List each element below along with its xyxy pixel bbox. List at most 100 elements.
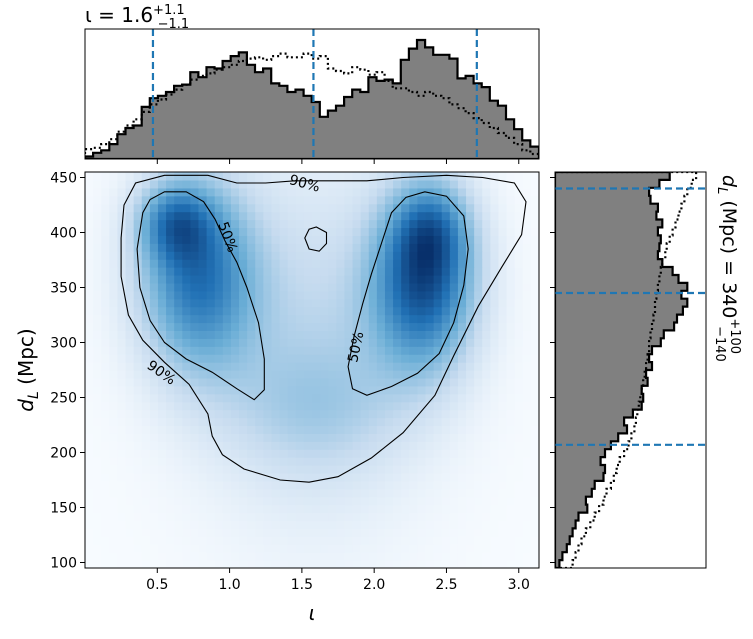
heat-cell — [230, 496, 240, 506]
heat-cell — [279, 472, 289, 482]
heat-cell — [206, 536, 216, 545]
heat-cell — [117, 259, 127, 268]
heat-cell — [93, 243, 102, 252]
heat-cell — [198, 306, 208, 316]
heat-cell — [344, 259, 354, 268]
heat-cell — [85, 314, 94, 324]
heat-cell — [506, 251, 516, 260]
heat-cell — [247, 187, 256, 197]
heat-cell — [490, 425, 500, 434]
heat-cell — [328, 290, 337, 300]
heat-cell — [125, 370, 135, 379]
heat-cell — [85, 330, 94, 339]
heat-cell — [336, 441, 346, 450]
heat-cell — [303, 314, 313, 324]
heat-cell — [457, 401, 467, 411]
heat-cell — [174, 472, 183, 482]
heat-cell — [384, 512, 394, 522]
heat-cell — [206, 322, 216, 331]
heat-cell — [376, 544, 386, 553]
heat-cell — [506, 267, 516, 276]
heat-cell — [93, 195, 102, 205]
heat-cell — [320, 203, 329, 213]
heat-cell — [344, 488, 354, 498]
heat-cell — [360, 449, 370, 458]
heat-cell — [328, 457, 337, 466]
heat-cell — [174, 203, 183, 213]
heat-cell — [93, 298, 102, 308]
heat-cell — [230, 385, 240, 395]
heat-cell — [433, 306, 443, 316]
heat-cell — [498, 195, 508, 205]
heat-cell — [522, 370, 532, 379]
heat-cell — [490, 433, 500, 442]
heat-cell — [320, 377, 329, 387]
heat-cell — [239, 401, 248, 411]
heat-cell — [344, 227, 354, 236]
heat-cell — [247, 211, 256, 221]
heat-cell — [295, 409, 305, 419]
heat-cell — [141, 504, 151, 514]
heat-cell — [409, 472, 418, 482]
heat-cell — [109, 322, 119, 331]
heat-cell — [352, 282, 362, 292]
heat-cell — [133, 512, 143, 522]
heat-cell — [109, 370, 119, 379]
heat-cell — [344, 322, 354, 331]
heat-cell — [149, 409, 159, 419]
heat-cell — [182, 290, 191, 300]
heat-cell — [271, 187, 281, 197]
heat-cell — [360, 520, 370, 529]
y-tick-label: 300 — [50, 336, 77, 352]
heat-cell — [449, 560, 459, 568]
heat-cell — [101, 480, 110, 490]
heat-cell — [174, 274, 183, 284]
heat-cell — [141, 441, 151, 450]
heat-cell — [457, 385, 467, 395]
heat-cell — [271, 457, 281, 466]
heat-cell — [125, 520, 135, 529]
heat-cell — [303, 322, 313, 331]
heat-cell — [303, 457, 313, 466]
heat-cell — [336, 235, 346, 244]
heat-cell — [312, 449, 321, 458]
heat-cell — [149, 560, 159, 568]
heat-cell — [336, 322, 346, 331]
heat-cell — [101, 401, 110, 411]
heat-cell — [360, 243, 370, 252]
heat-cell — [279, 251, 289, 260]
heat-cell — [166, 354, 175, 363]
heat-cell — [287, 377, 297, 387]
heat-cell — [368, 227, 378, 236]
heat-cell — [312, 203, 321, 213]
heat-cell — [214, 267, 224, 276]
heat-cell — [125, 449, 135, 458]
heat-cell — [530, 480, 539, 490]
heat-cell — [295, 512, 305, 522]
heat-cell — [214, 274, 224, 284]
heat-cell — [206, 243, 216, 252]
heat-cell — [417, 330, 427, 339]
heat-cell — [125, 195, 135, 205]
heat-cell — [320, 338, 329, 347]
heat-cell — [417, 282, 427, 292]
heat-cell — [239, 235, 248, 244]
heat-cell — [441, 544, 451, 553]
heat-cell — [117, 267, 127, 276]
heat-cell — [230, 362, 240, 371]
heat-cell — [449, 306, 459, 316]
heat-cell — [417, 512, 427, 522]
heat-cell — [474, 290, 483, 300]
heat-cell — [133, 314, 143, 324]
heat-cell — [222, 298, 232, 308]
heat-cell — [433, 393, 443, 403]
heat-cell — [182, 282, 191, 292]
heat-cell — [303, 219, 313, 229]
heat-cell — [312, 274, 321, 284]
heat-cell — [239, 512, 248, 522]
heat-cell — [279, 393, 289, 403]
heat-cell — [401, 496, 410, 506]
heat-cell — [376, 528, 386, 537]
heat-cell — [109, 528, 119, 537]
heat-cell — [393, 401, 402, 411]
